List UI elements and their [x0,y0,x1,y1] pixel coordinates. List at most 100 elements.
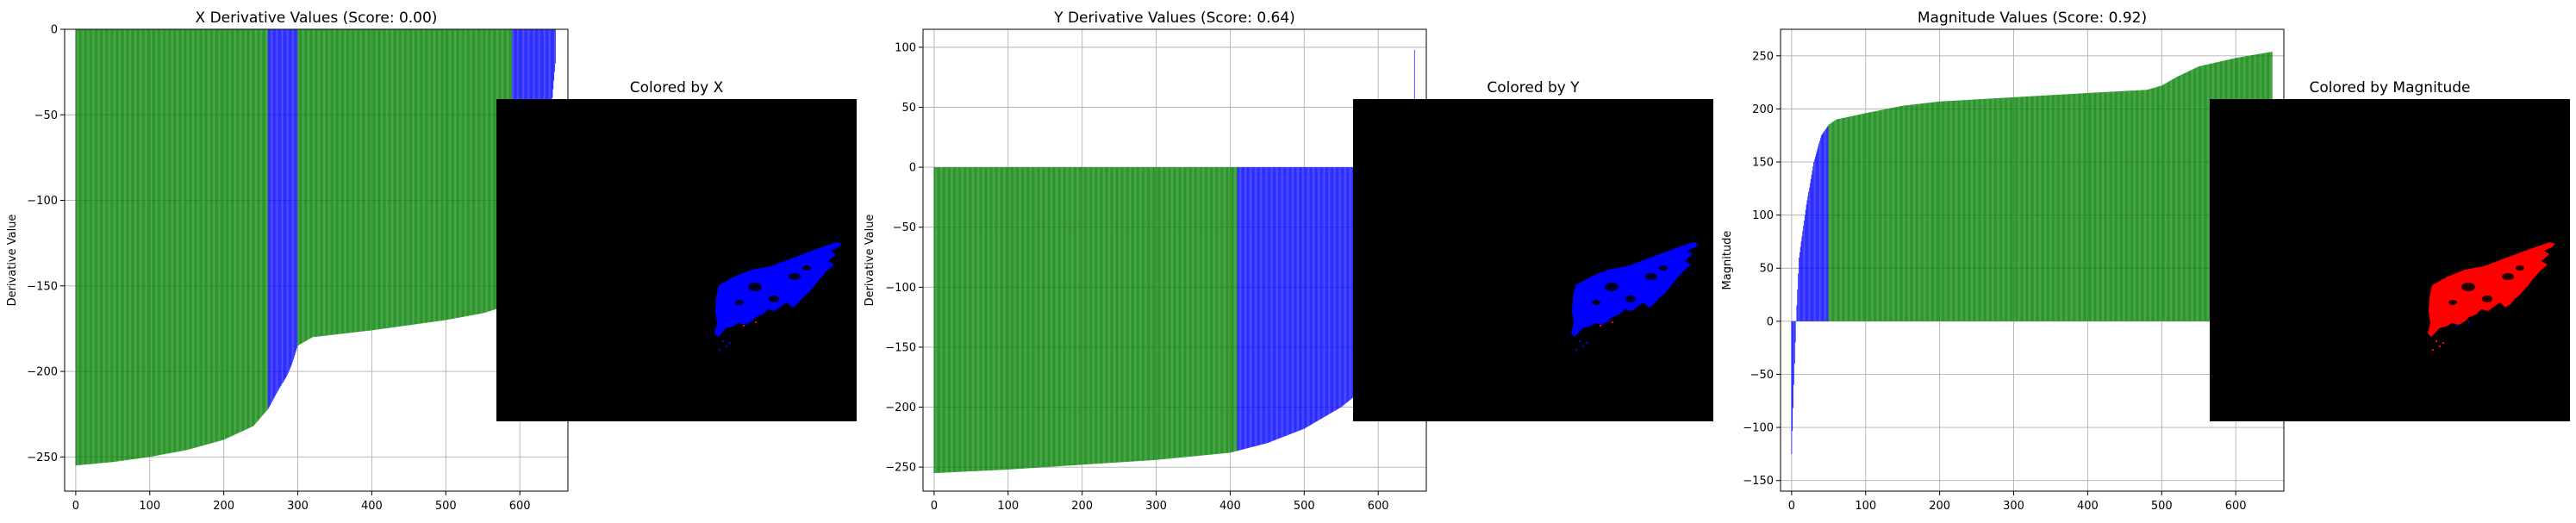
bar [162,29,164,455]
bar [1085,167,1087,465]
bar [2077,93,2079,321]
bar [104,29,106,464]
bar [2017,97,2018,321]
bar [1993,98,1995,321]
bar [365,29,366,332]
bar [2171,79,2172,321]
bar [371,29,373,331]
bar [1978,99,1980,321]
bar [1163,167,1165,459]
bar [1829,124,1831,321]
y-tick-label: 0 [1767,315,1774,328]
bar [2064,94,2066,321]
bar [95,29,97,464]
bar [1204,167,1205,456]
bar [1291,167,1293,434]
bar [1964,100,1966,321]
x-tick-label: 100 [997,500,1019,513]
bar [1056,167,1057,467]
bar [2038,96,2040,321]
bar [1843,117,1844,321]
bar [122,29,123,461]
bar [1906,105,1908,321]
bar [1838,118,1840,321]
bar [1861,114,1862,321]
bar [394,29,396,327]
bar [1185,167,1187,458]
bar [1350,167,1352,399]
bar [1804,220,1805,321]
bar [2108,91,2109,321]
bar [430,29,432,322]
bar [1298,167,1300,431]
bar [2014,97,2016,321]
bar [247,29,249,429]
bar [1053,167,1055,467]
bar [280,29,282,387]
bar [288,29,290,372]
bar [1798,273,1799,321]
x-tick-label: 300 [1145,500,1167,513]
bar [988,167,989,471]
bar [1279,167,1281,439]
bar [106,29,108,463]
bar [1862,113,1864,321]
bar [123,29,125,461]
bar [963,167,964,472]
bar [278,29,279,390]
bar [1045,167,1046,468]
bar [1346,167,1348,402]
bar [2099,92,2101,321]
bar [417,29,419,325]
bar [953,167,955,472]
y-axis-label: Magnitude [1721,231,1734,290]
bar [319,29,321,337]
bar [1212,167,1213,455]
bar [1975,99,1977,321]
bar [254,29,256,425]
bar [971,167,973,471]
bar [1866,113,1867,321]
bar [1116,167,1118,463]
bar [355,29,356,333]
bar [1057,167,1058,467]
blob-speck [2432,349,2434,351]
bar [1235,167,1236,451]
bar [1242,167,1244,450]
bar [332,29,334,335]
bar [1102,167,1104,464]
bar [1914,104,1916,321]
blob-region [714,242,842,337]
bar [359,29,361,332]
bar [1936,102,1937,321]
bar [964,167,966,472]
bar [228,29,230,438]
bar [2148,89,2149,321]
bar [2149,89,2150,321]
bar [1198,167,1200,456]
bar [949,167,951,473]
bar [154,29,156,457]
bar [1254,167,1256,447]
bar [482,29,483,314]
bar [2169,80,2171,321]
bar [1325,167,1327,416]
bar [230,29,232,437]
bar [373,29,375,331]
bar [1902,105,1904,321]
bar [1349,167,1350,401]
bar [1989,98,1991,321]
bar [957,167,958,472]
bar [1078,167,1079,465]
blob-speck [719,349,720,351]
bar [1932,102,1934,321]
blob-notch [769,296,779,302]
bar [2009,97,2011,321]
bar [1943,101,1945,321]
bar [2030,96,2031,321]
bar [97,29,98,464]
bar [1040,167,1041,468]
bar [1877,110,1878,321]
bar [1050,167,1051,467]
bar [1320,167,1322,420]
